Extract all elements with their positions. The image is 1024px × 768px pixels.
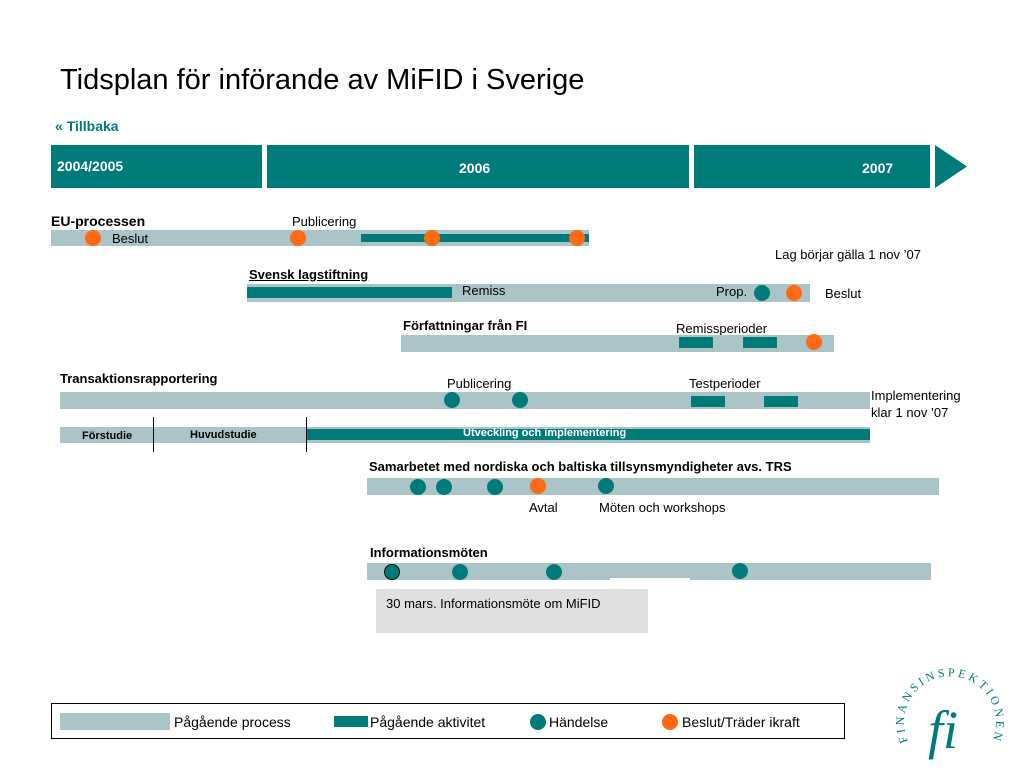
transaktion-event-marker xyxy=(512,392,528,408)
lag-note-label: Lag börjar gälla 1 nov ’07 xyxy=(775,247,921,262)
samarbete-event-marker xyxy=(410,479,426,495)
moten-workshops-label: Möten och workshops xyxy=(599,500,726,515)
eu-publicering-label: Publicering xyxy=(292,214,357,229)
phase-divider xyxy=(306,417,307,452)
info-event-marker xyxy=(732,563,748,579)
forfattningar-decision-marker xyxy=(806,334,822,350)
transaktion-publicering-label: Publicering xyxy=(447,376,512,391)
year-bar-2007: 2007 xyxy=(694,145,930,188)
year-bar-2006: 2006 xyxy=(267,145,689,188)
legend-process-label: Pågående process xyxy=(174,714,291,730)
year-label-2006: 2006 xyxy=(459,160,491,176)
eu-activity-bar xyxy=(361,234,589,242)
svensk-activity-bar xyxy=(247,287,452,298)
double-chevron-left-icon: « xyxy=(55,118,63,134)
testperiod-activity-bar xyxy=(691,396,725,407)
samarbete-event-marker xyxy=(598,478,614,494)
svensk-decision-marker xyxy=(786,285,802,301)
implementering-line-2: klar 1 nov ’07 xyxy=(871,405,949,420)
transaktion-process-bar xyxy=(60,392,870,409)
year-bar-2004-2005: 2004/2005 xyxy=(51,145,262,188)
info-process-gap xyxy=(610,578,690,580)
eu-decision-marker xyxy=(85,230,101,246)
year-label-2007: 2007 xyxy=(862,160,894,176)
forstudie-label: Förstudie xyxy=(82,430,133,442)
testperioder-label: Testperioder xyxy=(689,376,761,391)
implementering-line-1: Implementering xyxy=(871,388,961,403)
legend-event-label: Händelse xyxy=(549,714,609,730)
info-event-marker xyxy=(452,564,468,580)
huvudstudie-label: Huvudstudie xyxy=(190,429,257,441)
implementering-label: Implementering klar 1 nov ’07 xyxy=(871,387,961,421)
eu-beslut-label: Beslut xyxy=(112,231,149,246)
samarbete-decision-marker xyxy=(530,478,546,494)
samarbete-heading: Samarbetet med nordiska och baltiska til… xyxy=(369,459,792,474)
legend-decision-swatch xyxy=(662,714,678,730)
utveckling-activity-bar xyxy=(307,429,870,440)
utveckling-label: Utveckling och implementering xyxy=(463,427,627,439)
remissperiod-activity-bar xyxy=(743,337,777,348)
informationsmoten-heading: Informationsmöten xyxy=(370,545,488,560)
logo-mark: fi xyxy=(928,700,958,760)
page-title: Tidsplan för införande av MiFID i Sverig… xyxy=(60,64,585,96)
info-event-marker-selected[interactable] xyxy=(384,564,400,580)
transaktion-event-marker xyxy=(444,392,460,408)
info-callout: 30 mars. Informationsmöte om MiFID xyxy=(376,589,648,633)
legend-activity-swatch xyxy=(334,716,368,727)
remiss-label: Remiss xyxy=(462,283,506,298)
svensk-beslut-label: Beslut xyxy=(825,286,862,301)
remissperiod-activity-bar xyxy=(679,337,713,348)
eu-decision-marker xyxy=(424,230,440,246)
back-link-label: Tillbaka xyxy=(66,118,119,134)
forfattningar-heading: Författningar från FI xyxy=(403,318,528,333)
timeline-arrow-icon xyxy=(935,145,967,188)
legend: Pågående process Pågående aktivitet Händ… xyxy=(51,703,845,739)
eu-decision-marker xyxy=(290,230,306,246)
phase-divider xyxy=(153,417,154,452)
samarbete-event-marker xyxy=(487,479,503,495)
legend-activity-label: Pågående aktivitet xyxy=(370,714,486,730)
finansinspektionen-logo: FINANSINSPEKTIONEN fi xyxy=(893,665,1004,760)
legend-event-swatch xyxy=(530,714,546,730)
eu-decision-marker xyxy=(569,230,585,246)
testperiod-activity-bar xyxy=(764,396,798,407)
remissperioder-label: Remissperioder xyxy=(676,321,768,336)
samarbete-process-bar xyxy=(367,478,939,495)
legend-process-swatch xyxy=(60,713,170,730)
svensk-event-marker xyxy=(754,285,770,301)
back-link[interactable]: « Tillbaka xyxy=(55,118,119,134)
svensk-lagstiftning-heading: Svensk lagstiftning xyxy=(249,267,369,282)
info-process-bar xyxy=(367,563,931,580)
samarbete-event-marker xyxy=(436,479,452,495)
eu-process-heading: EU-processen xyxy=(51,213,146,229)
prop-label: Prop. xyxy=(716,284,748,299)
forfattningar-process-bar xyxy=(401,335,834,352)
avtal-label: Avtal xyxy=(529,500,558,515)
transaktionsrapportering-heading: Transaktionsrapportering xyxy=(60,371,218,386)
year-label-2004-2005: 2004/2005 xyxy=(57,158,124,174)
info-event-marker xyxy=(546,564,562,580)
legend-decision-label: Beslut/Träder ikraft xyxy=(682,714,800,730)
